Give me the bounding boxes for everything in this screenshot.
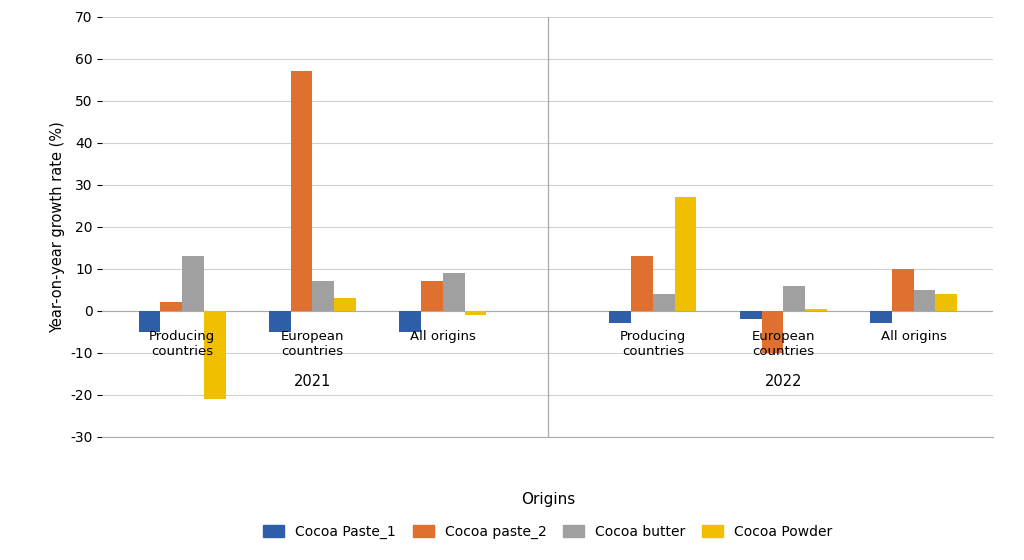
Bar	[465, 311, 486, 315]
Bar	[913, 290, 935, 311]
Bar	[334, 298, 356, 311]
Bar	[892, 269, 913, 311]
Text: Producing
countries: Producing countries	[148, 330, 215, 358]
Bar	[805, 309, 826, 311]
Bar	[204, 311, 225, 399]
Bar	[442, 273, 465, 311]
Text: All origins: All origins	[410, 330, 476, 343]
Bar	[739, 311, 762, 319]
Bar	[312, 282, 334, 311]
Text: All origins: All origins	[881, 330, 946, 343]
X-axis label: Origins: Origins	[521, 492, 574, 507]
Text: European
countries: European countries	[752, 330, 815, 358]
Legend: Cocoa Paste_1, Cocoa paste_2, Cocoa butter, Cocoa Powder: Cocoa Paste_1, Cocoa paste_2, Cocoa butt…	[258, 519, 838, 544]
Y-axis label: Year-on-year growth rate (%): Year-on-year growth rate (%)	[49, 121, 65, 333]
Bar	[291, 72, 312, 311]
Bar	[631, 256, 653, 311]
Bar	[870, 311, 892, 324]
Bar	[421, 282, 442, 311]
Bar	[161, 302, 182, 311]
Bar	[675, 198, 696, 311]
Text: 2021: 2021	[294, 374, 331, 389]
Text: European
countries: European countries	[281, 330, 344, 358]
Bar	[935, 294, 957, 311]
Text: Producing
countries: Producing countries	[620, 330, 686, 358]
Bar	[609, 311, 631, 324]
Bar	[182, 256, 204, 311]
Bar	[762, 311, 783, 353]
Bar	[783, 286, 805, 311]
Bar	[653, 294, 675, 311]
Text: 2022: 2022	[765, 374, 802, 389]
Bar	[138, 311, 161, 332]
Bar	[269, 311, 291, 332]
Bar	[399, 311, 421, 332]
